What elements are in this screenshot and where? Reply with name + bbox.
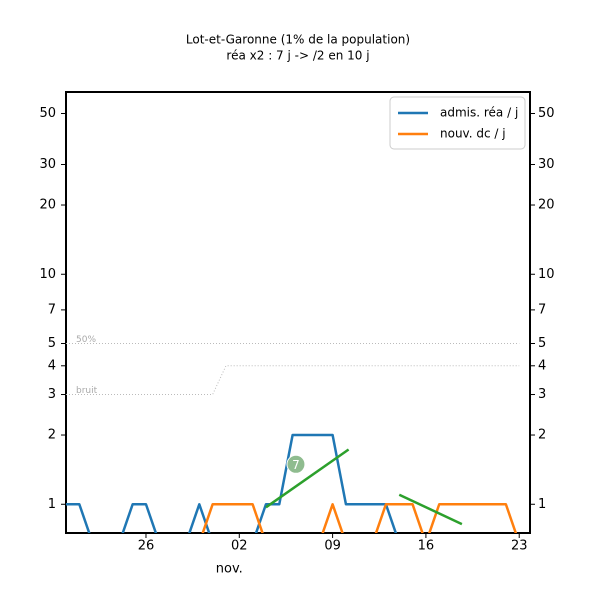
- y-tick-label: 5: [48, 336, 56, 351]
- y-tick-label-right: 3: [538, 387, 546, 402]
- x-tick-label: 02: [231, 539, 248, 554]
- y-tick-label-right: 4: [538, 358, 546, 373]
- reference-label: bruit: [76, 386, 98, 396]
- trend-line: [265, 448, 350, 509]
- y-tick-label: 20: [39, 198, 56, 213]
- y-tick-label: 2: [48, 428, 56, 443]
- plot-frame: [65, 91, 531, 534]
- legend-label: admis. réa / j: [440, 106, 518, 120]
- y-tick-label: 10: [39, 267, 56, 282]
- trend-badge: [286, 454, 306, 474]
- y-tick-label-right: 5: [538, 336, 546, 351]
- y-tick-label: 50: [39, 106, 56, 121]
- legend-box: [389, 96, 526, 150]
- y-tick-label-right: 20: [538, 198, 555, 213]
- y-tick-label-right: 1: [538, 497, 546, 512]
- x-tick-label: 26: [138, 539, 155, 554]
- trend-line: [398, 493, 463, 526]
- y-tick-label-right: 10: [538, 267, 555, 282]
- x-sublabel: nov.: [216, 562, 243, 577]
- x-tick-label: 16: [418, 539, 435, 554]
- y-tick-label: 4: [48, 358, 56, 373]
- series-line: [201, 503, 518, 533]
- y-tick-label-right: 2: [538, 428, 546, 443]
- x-tick-label: 09: [324, 539, 341, 554]
- y-tick-label-right: 50: [538, 106, 555, 121]
- series-line: [66, 433, 398, 533]
- chart-subtitle: réa x2 : 7 j -> /2 en 10 j: [226, 49, 369, 63]
- y-tick-label: 7: [48, 302, 56, 317]
- y-tick-label-right: 7: [538, 302, 546, 317]
- x-tick-label: 23: [511, 539, 528, 554]
- y-tick-label: 3: [48, 387, 56, 402]
- chart-title: Lot-et-Garonne (1% de la population): [186, 33, 410, 47]
- reference-label: 50%: [76, 335, 96, 345]
- reference-line: [66, 365, 520, 396]
- y-tick-label: 1: [48, 497, 56, 512]
- y-tick-label: 30: [39, 157, 56, 172]
- y-tick-label-right: 30: [538, 157, 555, 172]
- trend-label: 7: [292, 458, 300, 472]
- legend-label: nouv. dc / j: [440, 127, 506, 141]
